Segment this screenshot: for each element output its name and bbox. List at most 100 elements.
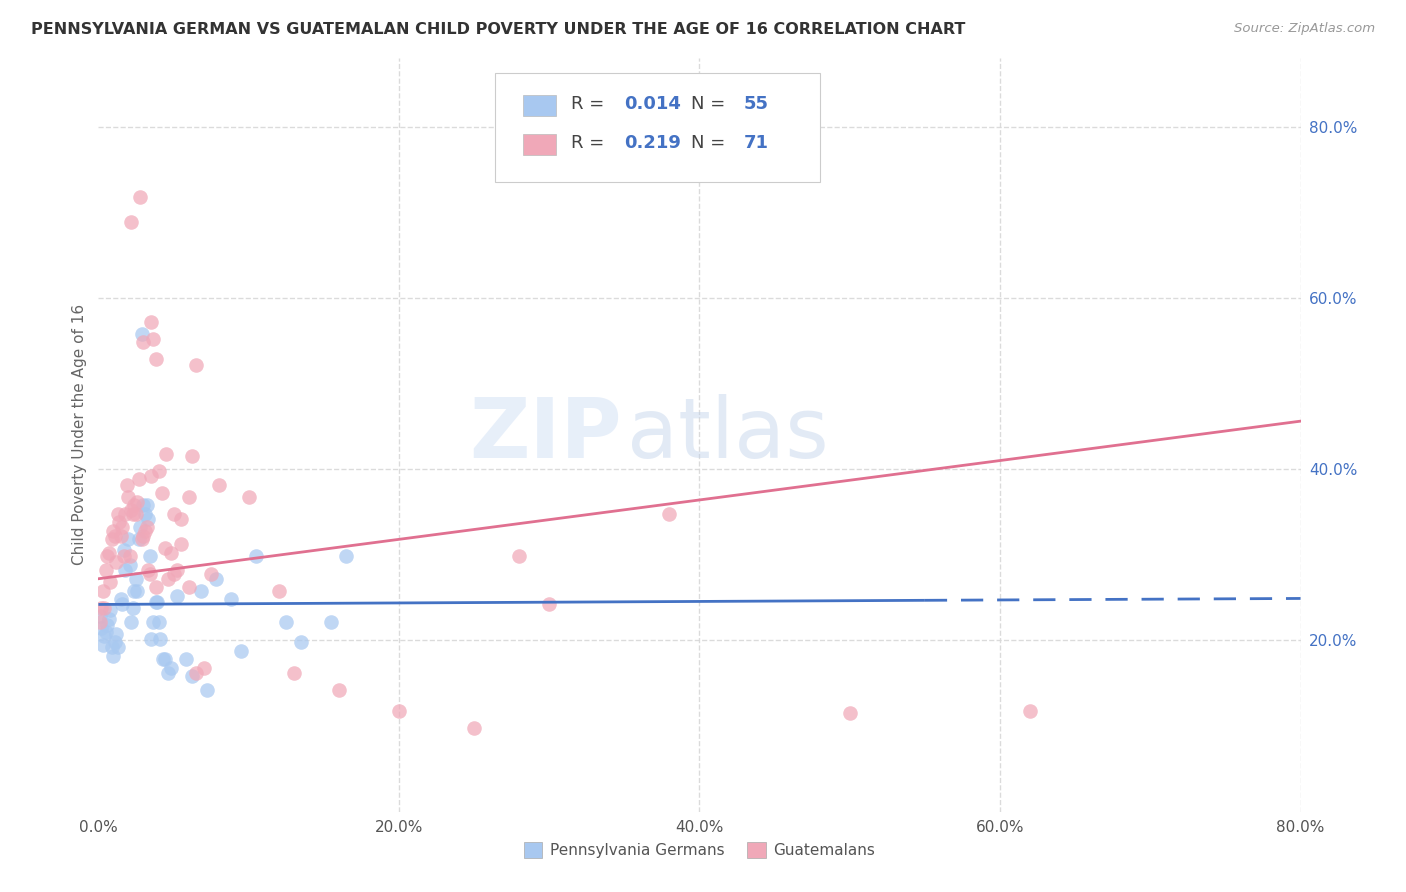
Point bbox=[118, 549, 141, 564]
Point bbox=[105, 555, 128, 569]
Point bbox=[145, 352, 167, 367]
Point bbox=[245, 549, 267, 564]
Point bbox=[150, 486, 173, 500]
Point bbox=[204, 572, 226, 586]
Point bbox=[238, 490, 260, 504]
Point bbox=[1019, 704, 1042, 718]
Point bbox=[153, 541, 176, 555]
Point bbox=[124, 498, 146, 512]
Point bbox=[101, 533, 124, 547]
Point bbox=[105, 626, 128, 640]
Point bbox=[138, 566, 160, 581]
Point bbox=[118, 558, 141, 572]
Point bbox=[94, 624, 117, 639]
Point bbox=[156, 665, 179, 680]
Point bbox=[96, 549, 118, 564]
Point bbox=[122, 507, 145, 521]
Text: ZIP: ZIP bbox=[468, 394, 621, 475]
Point bbox=[139, 469, 162, 483]
Point bbox=[97, 612, 120, 626]
Point bbox=[190, 583, 212, 598]
Point bbox=[149, 632, 172, 646]
Point bbox=[838, 706, 860, 721]
Point bbox=[107, 640, 129, 655]
Point bbox=[128, 533, 150, 547]
Point bbox=[89, 615, 111, 629]
Point bbox=[114, 507, 136, 521]
Point bbox=[145, 580, 167, 594]
Point bbox=[121, 615, 143, 629]
Point bbox=[174, 652, 197, 666]
Point bbox=[96, 618, 118, 632]
Y-axis label: Child Poverty Under the Age of 16: Child Poverty Under the Age of 16 bbox=[72, 304, 87, 566]
Point bbox=[153, 652, 176, 666]
Point bbox=[138, 549, 160, 564]
Text: PENNSYLVANIA GERMAN VS GUATEMALAN CHILD POVERTY UNDER THE AGE OF 16 CORRELATION : PENNSYLVANIA GERMAN VS GUATEMALAN CHILD … bbox=[31, 22, 966, 37]
Point bbox=[131, 533, 153, 547]
Point bbox=[148, 464, 170, 478]
FancyBboxPatch shape bbox=[523, 134, 557, 155]
Text: R =: R = bbox=[571, 95, 610, 113]
Point bbox=[146, 595, 169, 609]
Point bbox=[132, 335, 155, 350]
Point bbox=[125, 507, 148, 521]
Point bbox=[321, 615, 343, 629]
Point bbox=[508, 549, 530, 564]
Point bbox=[115, 477, 138, 491]
Text: 71: 71 bbox=[744, 134, 769, 153]
Point bbox=[129, 520, 152, 534]
Point bbox=[91, 638, 114, 652]
Point bbox=[129, 190, 152, 204]
Point bbox=[139, 315, 162, 329]
Point bbox=[141, 332, 163, 346]
Point bbox=[166, 563, 188, 577]
Point bbox=[110, 592, 132, 607]
Point bbox=[180, 669, 202, 683]
Point bbox=[276, 615, 298, 629]
Point bbox=[538, 598, 561, 612]
Point bbox=[148, 615, 170, 629]
Text: N =: N = bbox=[692, 134, 731, 153]
Point bbox=[103, 648, 125, 663]
Point bbox=[90, 621, 112, 635]
Point bbox=[658, 507, 681, 521]
Point bbox=[267, 583, 290, 598]
Point bbox=[131, 326, 153, 341]
Point bbox=[139, 632, 162, 646]
Point bbox=[127, 494, 149, 508]
Point bbox=[136, 512, 159, 526]
Point bbox=[162, 566, 184, 581]
Point bbox=[89, 609, 111, 624]
Point bbox=[107, 507, 129, 521]
Point bbox=[170, 537, 193, 551]
Point bbox=[159, 661, 181, 675]
Point bbox=[166, 589, 188, 603]
Point bbox=[155, 447, 177, 461]
Point bbox=[121, 503, 143, 517]
Point bbox=[112, 543, 135, 558]
Point bbox=[335, 549, 357, 564]
Point bbox=[103, 524, 125, 538]
Point bbox=[231, 643, 253, 657]
Point bbox=[180, 450, 202, 464]
Point bbox=[208, 477, 231, 491]
Point bbox=[122, 600, 145, 615]
Text: atlas: atlas bbox=[627, 394, 830, 475]
Point bbox=[193, 661, 215, 675]
Point bbox=[132, 529, 155, 543]
Point bbox=[90, 600, 112, 615]
Point bbox=[111, 520, 134, 534]
Point bbox=[94, 563, 117, 577]
Point bbox=[135, 498, 157, 512]
Point bbox=[184, 665, 207, 680]
Point bbox=[93, 629, 115, 643]
Point bbox=[195, 683, 218, 698]
Point bbox=[135, 520, 157, 534]
Point bbox=[388, 704, 411, 718]
Point bbox=[128, 472, 150, 486]
Point bbox=[290, 635, 312, 649]
Text: Source: ZipAtlas.com: Source: ZipAtlas.com bbox=[1234, 22, 1375, 36]
Point bbox=[152, 652, 174, 666]
Point bbox=[91, 583, 114, 598]
Point bbox=[121, 215, 143, 229]
